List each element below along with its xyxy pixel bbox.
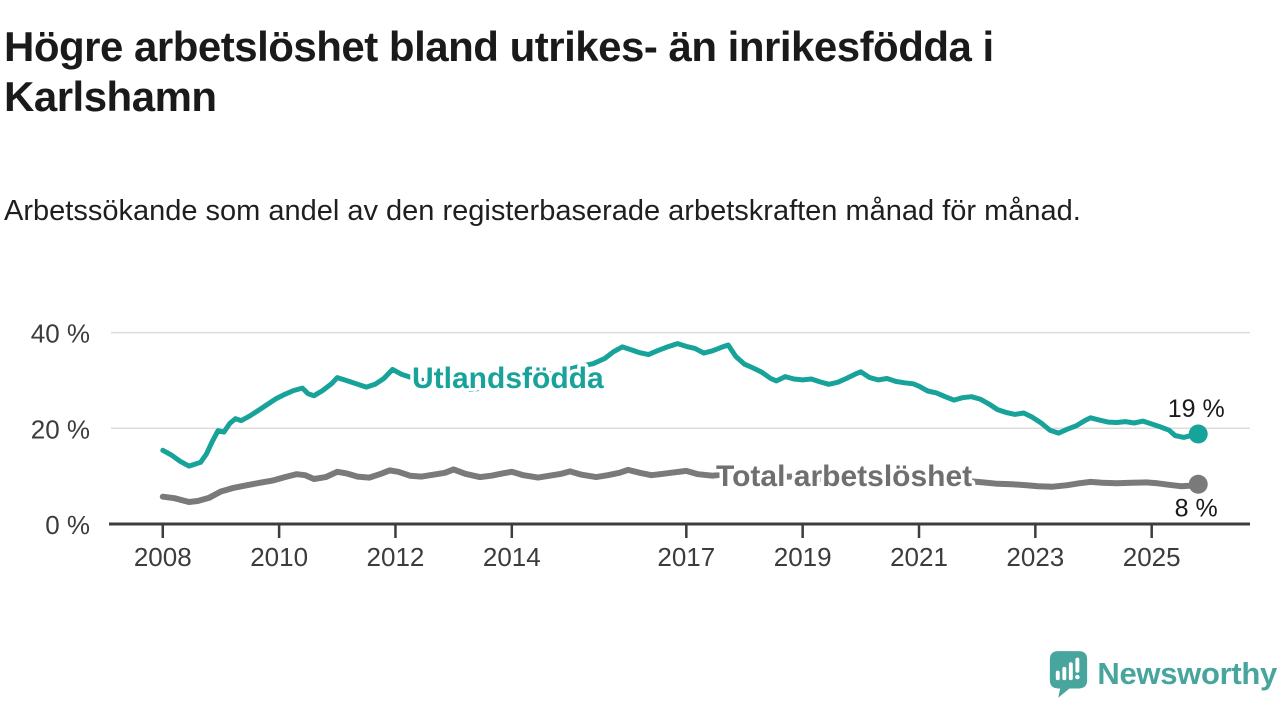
x-tick-label: 2014 — [483, 542, 541, 572]
x-tick-label: 2023 — [1006, 542, 1064, 572]
series-line-total — [159, 466, 1202, 505]
y-tick-label: 0 % — [45, 510, 90, 540]
series-annotation-utlandsfodda: Utlandsfödda — [412, 362, 604, 395]
y-tick-label: 20 % — [31, 414, 90, 444]
page-subtitle: Arbetssökande som andel av den registerb… — [4, 195, 1081, 227]
exclamation-dot — [1075, 674, 1080, 680]
newsworthy-logo: Newsworthy — [1048, 648, 1277, 700]
series-line-utlandsfodda — [160, 341, 1201, 469]
y-tick-label: 40 % — [31, 319, 90, 349]
x-tick-label: 2017 — [657, 542, 715, 572]
x-tick-label: 2010 — [250, 542, 308, 572]
chart-bubble-icon — [1050, 651, 1088, 698]
logo-bars-icon — [1056, 657, 1080, 681]
x-tick-label: 2012 — [367, 542, 425, 572]
x-tick-label: 2025 — [1123, 542, 1181, 572]
bubble-shape — [1050, 651, 1088, 698]
unemployment-line-chart: 0 % 20 % 40 % 2008 2010 2012 2014 2017 2019 2021 2… — [31, 319, 1250, 572]
page-title: Högre arbetslöshet bland utrikes- än inr… — [4, 23, 994, 120]
x-tick-label: 2021 — [890, 542, 948, 572]
x-tick-label: 2008 — [134, 542, 192, 572]
series-end-label-total: 8 % — [1175, 494, 1218, 522]
series-annotation-total: Total arbetslöshet — [716, 460, 972, 493]
series-end-dot-total — [1188, 474, 1208, 494]
x-tick-label: 2019 — [774, 542, 832, 572]
series-end-label-utlandsfodda: 19 % — [1168, 395, 1225, 423]
newsworthy-logo-text: Newsworthy — [1097, 656, 1277, 691]
series-end-dot-utlandsfodda — [1188, 424, 1208, 444]
